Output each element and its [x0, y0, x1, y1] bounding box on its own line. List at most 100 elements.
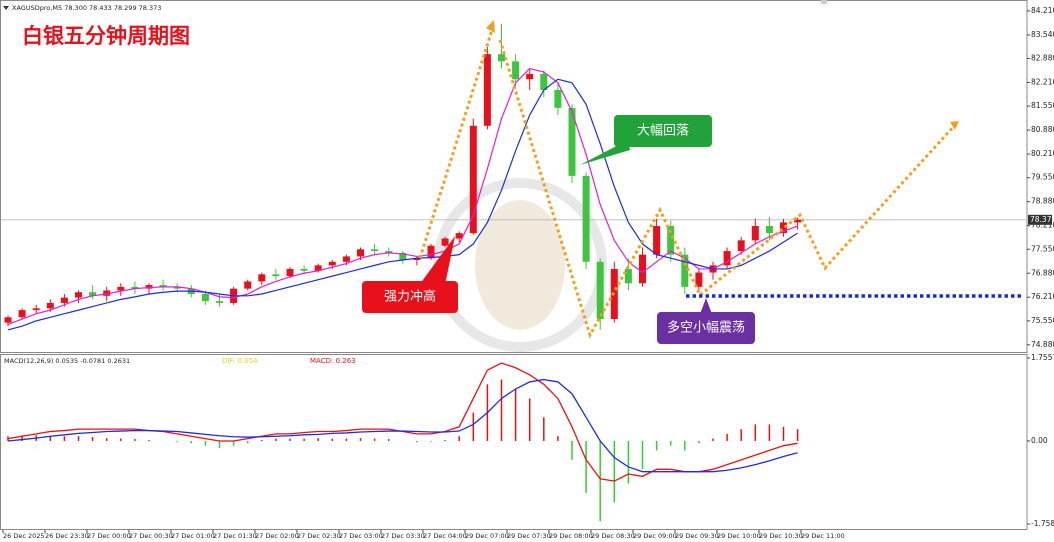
candle-body — [159, 285, 167, 287]
x-tick-label: 29 Dec 09:00 — [633, 532, 677, 540]
callout-text: 大幅回落 — [637, 124, 689, 139]
candle-body — [441, 238, 449, 246]
candle-body — [145, 285, 153, 289]
trend-arrows — [418, 29, 957, 339]
candle-body — [75, 292, 82, 298]
candle-body — [131, 286, 139, 289]
y-tick-label: 84.210 — [1031, 6, 1054, 15]
callout-text: 强力冲高 — [384, 289, 436, 305]
candle-body — [526, 73, 534, 80]
candle-body — [794, 219, 802, 223]
candle-body — [653, 226, 661, 255]
candle-body — [342, 256, 350, 262]
x-tick-label: 27 Dec 04:00 — [423, 532, 467, 540]
watermark-figure — [475, 200, 565, 330]
x-tick-label: 27 Dec 01:00 — [171, 532, 215, 540]
y-tick-label: 76.880 — [1031, 268, 1054, 277]
callout-box — [657, 312, 755, 344]
x-tick-label: 29 Dec 07:00 — [465, 532, 509, 540]
y-tick-label: 80.880 — [1031, 125, 1054, 134]
y-tick-label: 0.00 — [1031, 436, 1048, 445]
candle-body — [723, 251, 731, 266]
callout-text: 多空小幅震荡 — [667, 320, 745, 336]
candle-body — [89, 292, 97, 296]
candle-body — [201, 294, 209, 302]
candle-body — [371, 249, 379, 252]
x-tick-label: 29 Dec 09:30 — [675, 532, 719, 540]
chart-title: 白银五分钟周期图 — [22, 24, 190, 48]
candle-body — [695, 272, 703, 287]
y-tick-label: 75.550 — [1031, 316, 1054, 325]
moving-average — [7, 78, 798, 331]
x-tick-label: 27 Dec 01:30 — [213, 532, 257, 540]
window-control — [821, 0, 827, 4]
x-tick-label: 29 Dec 07:30 — [507, 532, 551, 540]
y-tick-label: 1.7557 — [1031, 353, 1054, 362]
x-tick-label: 26 Dec 2025 — [3, 532, 45, 540]
candle-body — [32, 308, 40, 311]
candle-body — [46, 302, 54, 309]
candle-body — [751, 226, 759, 241]
candle-body — [4, 317, 12, 323]
candle-body — [568, 107, 576, 176]
x-tick-label: 26 Dec 23:30 — [45, 532, 89, 540]
x-tick-label: 27 Dec 00:00 — [87, 532, 131, 540]
candle-body — [512, 61, 520, 80]
candle-body — [667, 226, 675, 255]
x-tick-label: 29 Dec 08:00 — [549, 532, 593, 540]
candle-body — [780, 222, 787, 234]
y-tick-label: 74.880 — [1031, 340, 1054, 349]
candle-body — [765, 226, 773, 234]
chart-header: XAGUSDpro,M5 78.300 78.433 78.299 78.373 — [12, 4, 161, 12]
candle-body — [399, 252, 407, 261]
candle-body — [596, 261, 604, 320]
candle-body — [737, 240, 745, 252]
candle-body — [18, 310, 26, 318]
x-tick-label: 27 Dec 03:30 — [381, 532, 425, 540]
callout-box — [362, 281, 458, 313]
callout-pointer — [700, 298, 712, 314]
x-tick-label: 29 Dec 11:00 — [801, 532, 845, 540]
arrow-path — [498, 39, 957, 339]
candle-body — [498, 54, 505, 62]
candle-body — [286, 268, 294, 277]
menu-triangle — [3, 6, 9, 10]
y-tick-label: 78.210 — [1031, 221, 1054, 230]
candle-body — [469, 125, 477, 234]
candle-body — [624, 268, 632, 284]
main-panel-frame — [0, 0, 1028, 353]
arrow-up — [418, 29, 494, 259]
candle-body — [216, 301, 223, 303]
candle-body — [681, 254, 689, 287]
y-tick-label: 81.550 — [1031, 101, 1054, 110]
y-tick-label: 79.550 — [1031, 173, 1054, 182]
y-tick-label: 83.540 — [1031, 30, 1054, 39]
x-tick-label: 29 Dec 10:30 — [759, 532, 803, 540]
candle-body — [60, 297, 68, 303]
x-tick-label: 27 Dec 02:30 — [297, 532, 341, 540]
last-price-box — [1028, 214, 1052, 225]
candle-body — [300, 268, 308, 271]
candle-body — [244, 281, 252, 289]
candle-body — [173, 286, 181, 289]
candle-body — [385, 251, 393, 253]
y-tick-label: 76.210 — [1031, 292, 1054, 301]
y-tick-label: 77.550 — [1031, 244, 1054, 253]
candle-body — [427, 245, 435, 259]
y-tick-label: -1.7585 — [1031, 519, 1054, 528]
candle-body — [413, 258, 421, 261]
macd-dif-label: DIF: 0.054 — [222, 357, 258, 365]
candle-body — [582, 175, 590, 262]
candle-body — [103, 290, 111, 296]
candle-body — [117, 286, 125, 291]
candle-body — [357, 249, 364, 257]
callout-pointer — [420, 236, 455, 285]
macd-panel-frame — [0, 354, 1028, 530]
candle-body — [258, 274, 266, 282]
candle-body — [540, 73, 548, 90]
x-tick-label: 27 Dec 02:00 — [255, 532, 299, 540]
candle-body — [554, 89, 562, 108]
candle-body — [455, 233, 463, 239]
